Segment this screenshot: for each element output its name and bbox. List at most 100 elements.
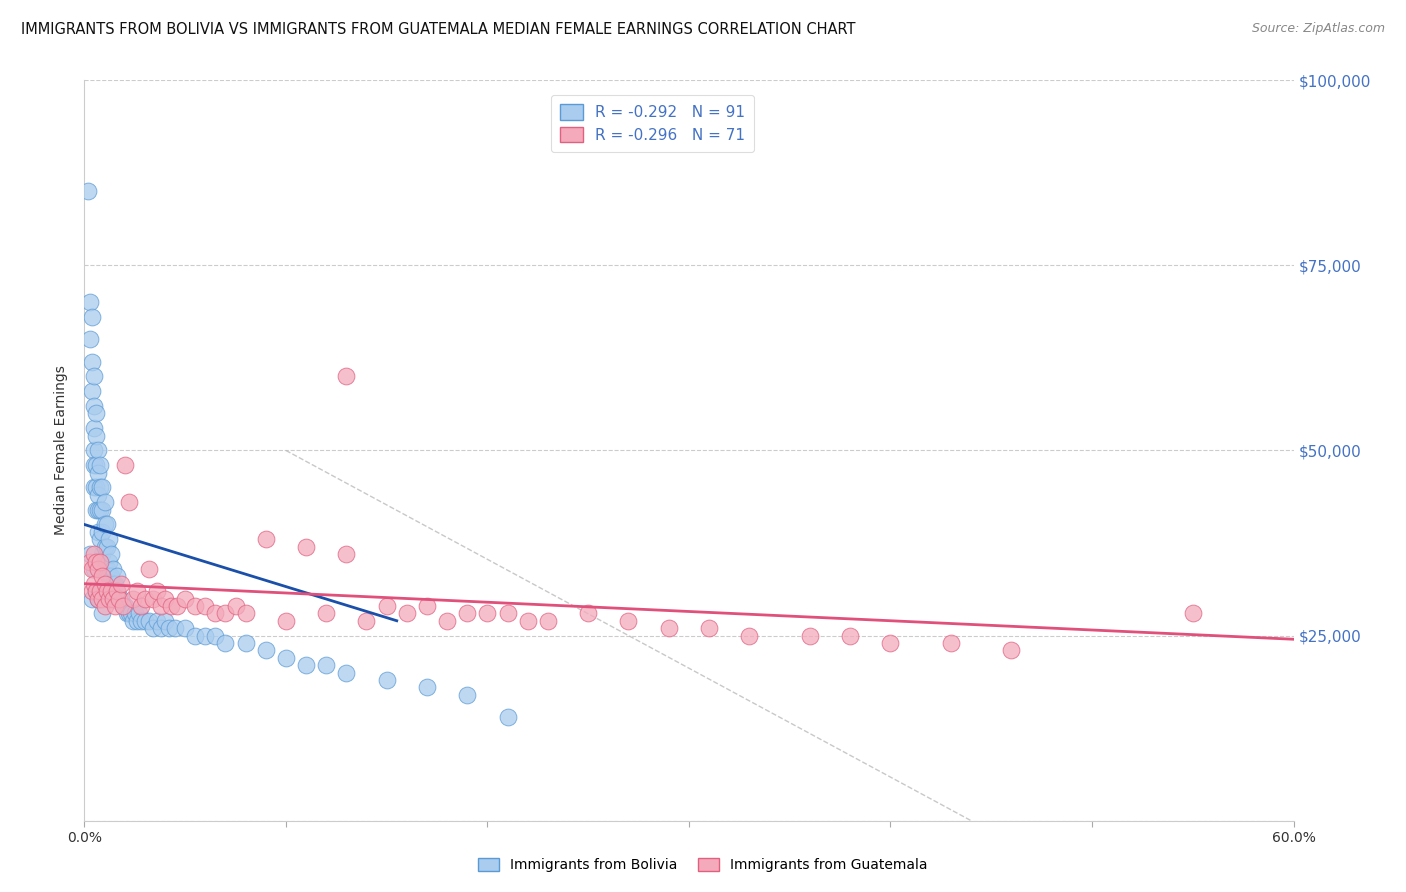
Point [91, 480, 114, 494]
Point [142, 591, 165, 606]
Legend: R = -0.292   N = 91, R = -0.296   N = 71: R = -0.292 N = 91, R = -0.296 N = 71 [551, 95, 755, 152]
Point [86, 502, 108, 516]
Point [83, 562, 105, 576]
Point [174, 591, 197, 606]
Point [82, 384, 104, 399]
Point [225, 599, 247, 613]
Point [100, 569, 122, 583]
Point [83, 369, 105, 384]
Point [83, 421, 105, 435]
Point [101, 576, 124, 591]
Point [79, 332, 101, 346]
Point [335, 665, 357, 680]
Point [86, 480, 108, 494]
Point [93, 599, 115, 613]
Point [315, 658, 337, 673]
Point [121, 591, 143, 606]
Point [617, 614, 640, 628]
Point [107, 591, 129, 606]
Point [115, 607, 138, 621]
Point [121, 614, 143, 628]
Point [129, 599, 152, 613]
Point [184, 628, 207, 642]
Point [93, 562, 115, 576]
Point [87, 591, 110, 606]
Point [395, 607, 418, 621]
Point [82, 591, 104, 606]
Point [86, 428, 108, 442]
Point [214, 607, 236, 621]
Point [1000, 643, 1022, 657]
Point [93, 495, 115, 509]
Point [153, 614, 176, 628]
Point [107, 591, 129, 606]
Point [110, 591, 132, 606]
Point [111, 599, 134, 613]
Point [194, 599, 217, 613]
Point [149, 599, 172, 613]
Point [96, 562, 118, 576]
Point [235, 636, 257, 650]
Point [91, 524, 114, 539]
Point [83, 458, 105, 473]
Text: IMMIGRANTS FROM BOLIVIA VS IMMIGRANTS FROM GUATEMALA MEDIAN FEMALE EARNINGS CORR: IMMIGRANTS FROM BOLIVIA VS IMMIGRANTS FR… [21, 22, 856, 37]
Point [416, 599, 439, 613]
Point [82, 354, 104, 368]
Point [83, 547, 105, 561]
Point [658, 621, 681, 635]
Point [97, 591, 120, 606]
Point [89, 458, 111, 473]
Point [138, 562, 160, 576]
Point [89, 533, 111, 547]
Point [101, 562, 124, 576]
Point [111, 599, 134, 613]
Point [104, 576, 127, 591]
Point [124, 607, 146, 621]
Point [537, 614, 560, 628]
Point [93, 517, 115, 532]
Point [204, 628, 226, 642]
Point [697, 621, 720, 635]
Point [174, 621, 197, 635]
Point [86, 584, 108, 599]
Point [114, 458, 136, 473]
Point [166, 599, 188, 613]
Point [295, 658, 318, 673]
Point [97, 533, 120, 547]
Point [83, 443, 105, 458]
Point [335, 369, 357, 384]
Point [939, 636, 962, 650]
Point [165, 621, 187, 635]
Point [105, 584, 128, 599]
Point [105, 584, 128, 599]
Point [96, 540, 118, 554]
Point [375, 673, 398, 687]
Point [160, 599, 183, 613]
Point [96, 584, 118, 599]
Point [87, 562, 110, 576]
Point [91, 607, 114, 621]
Point [104, 591, 127, 606]
Point [235, 607, 257, 621]
Point [134, 591, 156, 606]
Point [87, 591, 110, 606]
Point [86, 554, 108, 569]
Point [86, 584, 108, 599]
Point [104, 599, 127, 613]
Point [157, 621, 180, 635]
Point [149, 621, 172, 635]
Point [204, 607, 226, 621]
Point [82, 584, 104, 599]
Point [738, 628, 761, 642]
Point [100, 584, 122, 599]
Point [456, 607, 478, 621]
Point [254, 643, 277, 657]
Point [799, 628, 821, 642]
Point [134, 614, 156, 628]
Point [416, 681, 439, 695]
Point [120, 607, 142, 621]
Point [118, 607, 141, 621]
Point [128, 607, 150, 621]
Point [89, 591, 111, 606]
Point [114, 599, 136, 613]
